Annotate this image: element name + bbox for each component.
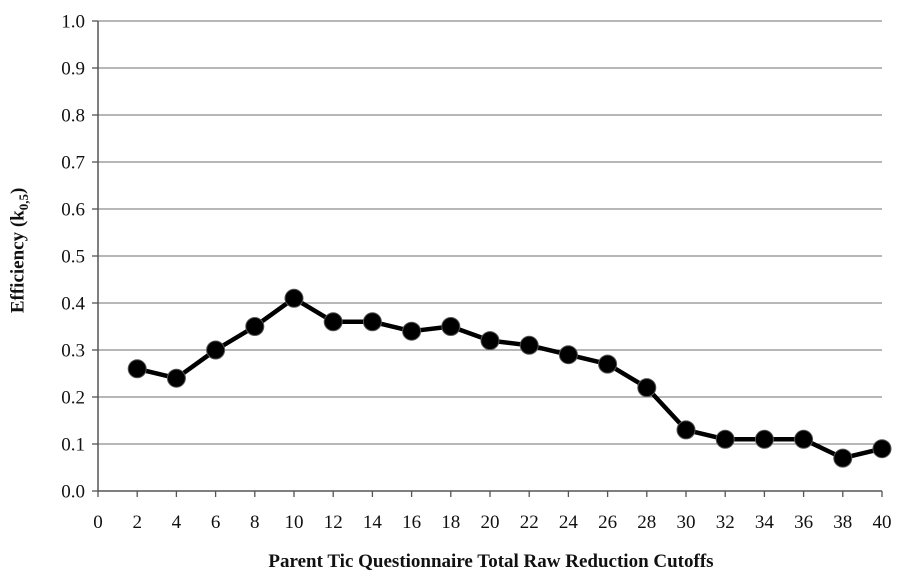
y-tick-labels: 0.0 0.1 0.2 0.3 0.4 0.5 0.6 0.7 0.8 0.9 1.0 (61, 12, 85, 503)
data-point (480, 331, 500, 351)
y-tick-label: 0.1 (61, 435, 85, 456)
x-tick-labels: 0 2 4 6 8 10 12 14 16 18 20 22 24 26 28 30 32 34 36 38 40 (93, 512, 891, 533)
data-point (598, 354, 618, 374)
x-tick-label: 22 (520, 512, 539, 533)
data-point (206, 340, 226, 360)
data-point (362, 312, 382, 332)
y-tick-label: 0.4 (61, 294, 85, 315)
y-axis-title: Efficiency (k0,5) (8, 187, 33, 312)
y-tick-label: 0.7 (61, 153, 85, 174)
data-point (519, 335, 539, 355)
y-axis-title-sub: 0,5 (16, 193, 32, 210)
data-point (441, 317, 461, 336)
x-tick-label: 14 (363, 512, 383, 533)
data-point (754, 429, 774, 449)
x-tick-label: 6 (211, 512, 221, 533)
data-point (402, 321, 422, 341)
x-tick-label: 30 (677, 512, 696, 533)
data-point (284, 288, 304, 308)
x-tick-label: 20 (481, 512, 500, 533)
y-axis-title-main: Efficiency (k (7, 209, 29, 313)
data-point (558, 345, 578, 365)
data-point (833, 448, 853, 468)
x-tick-label: 36 (794, 512, 813, 533)
x-tick-label: 2 (132, 512, 142, 533)
x-tick-label: 0 (93, 512, 103, 533)
data-point (794, 429, 814, 449)
y-tick-label: 1.0 (61, 12, 85, 33)
x-tick-label: 32 (716, 512, 735, 533)
data-point (127, 359, 147, 379)
data-point (872, 439, 892, 459)
x-tick-label: 18 (441, 512, 460, 533)
x-tick-label: 12 (324, 512, 343, 533)
data-point (166, 368, 186, 388)
gridlines (98, 20, 882, 445)
x-tick-label: 34 (755, 512, 775, 533)
y-axis-title-wrap: Efficiency (k0,5) (0, 40, 40, 460)
y-tick-label: 0.2 (61, 388, 85, 409)
data-point (676, 420, 696, 440)
y-axis-title-close: ) (7, 187, 29, 194)
y-tick-label: 0.3 (61, 341, 85, 362)
x-tick-label: 16 (402, 512, 421, 533)
y-tick-label: 0.9 (61, 59, 85, 80)
data-point (245, 317, 265, 336)
x-tick-label: 26 (598, 512, 617, 533)
x-tick-label: 40 (873, 512, 892, 533)
x-tick-label: 8 (250, 512, 260, 533)
axes (92, 20, 883, 497)
x-tick-label: 24 (559, 512, 579, 533)
x-axis-title: Parent Tic Questionnaire Total Raw Reduc… (268, 551, 713, 572)
x-tick-label: 4 (172, 512, 182, 533)
y-tick-label: 0.8 (61, 106, 85, 127)
series-points (127, 288, 892, 468)
data-point (323, 312, 343, 332)
x-tick-label: 28 (637, 512, 656, 533)
y-tick-label: 0.6 (61, 200, 85, 221)
x-tick-label: 38 (833, 512, 852, 533)
y-tick-label: 0.0 (61, 482, 85, 503)
y-tick-label: 0.5 (61, 247, 85, 268)
data-point (637, 378, 657, 398)
data-point (715, 429, 735, 449)
x-tick-label: 10 (285, 512, 304, 533)
